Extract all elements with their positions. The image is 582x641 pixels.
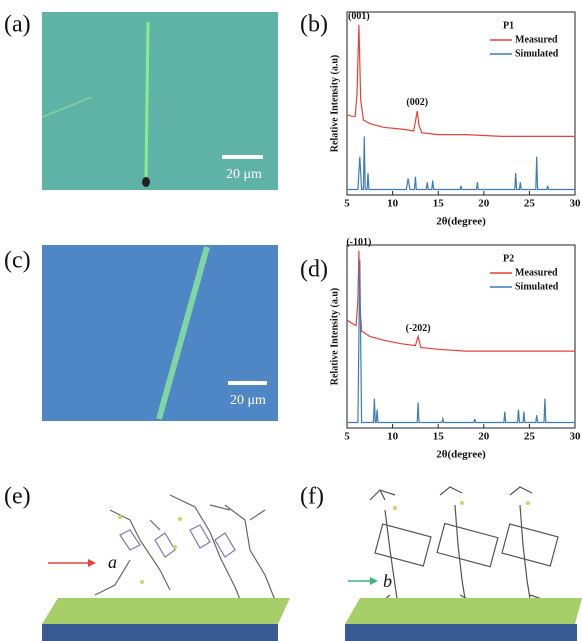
data-line [347, 259, 575, 424]
substrate-side [42, 624, 278, 641]
crystal-tip [142, 177, 150, 187]
panel-label: (b) [300, 12, 328, 38]
arrow-head [88, 559, 96, 567]
peak-label: (-202) [406, 323, 431, 334]
crystal [156, 246, 210, 420]
plot-frame [346, 244, 576, 429]
x-tick-label: 30 [570, 198, 582, 210]
x-tick-label: 25 [524, 431, 536, 443]
panel-label: (d) [300, 257, 328, 283]
peak-label: (001) [348, 11, 370, 22]
plot-frame [346, 11, 576, 196]
arrow-head [370, 577, 378, 585]
substrate-top [42, 598, 290, 624]
x-tick-label: 10 [387, 431, 399, 443]
panel-label: (c) [4, 248, 31, 274]
x-tick-label: 10 [387, 198, 399, 210]
legend-label: Simulated [515, 48, 559, 59]
axis-label: b [383, 571, 392, 591]
axis-label: a [108, 552, 117, 572]
x-tick-label: 15 [433, 431, 445, 443]
substrate-side [345, 624, 577, 641]
data-line [346, 24, 575, 137]
panel-label: (f) [300, 484, 324, 510]
x-tick-label: 5 [344, 431, 350, 443]
panel-label: (e) [4, 484, 31, 510]
scale-text: 20 μm [226, 167, 262, 182]
data-line [346, 250, 575, 352]
y-axis-label: Relative Intensity (a.u) [329, 288, 340, 386]
panel-label: (a) [4, 12, 31, 38]
x-axis-label: 2θ(degree) [436, 449, 486, 461]
x-tick-label: 20 [478, 198, 490, 210]
legend-title: P2 [503, 253, 514, 264]
x-tick-label: 30 [570, 431, 582, 443]
legend-label: Simulated [515, 281, 559, 292]
x-tick-label: 5 [344, 198, 350, 210]
molecules [94, 494, 276, 613]
molecules [369, 486, 559, 614]
crystal [41, 96, 93, 118]
legend-label: Measured [515, 34, 558, 45]
x-tick-label: 25 [524, 198, 536, 210]
x-tick-label: 20 [478, 431, 490, 443]
data-line [347, 136, 575, 191]
y-axis-label: Relative Intensity (a.u) [329, 55, 340, 153]
scale-text: 20 μm [230, 393, 266, 408]
legend-title: P1 [503, 20, 514, 31]
peak-label: (002) [406, 97, 428, 108]
micrograph [42, 12, 278, 190]
crystal [144, 21, 150, 181]
x-tick-label: 15 [433, 198, 445, 210]
micrograph [42, 245, 278, 421]
peak-label: (-101) [346, 237, 371, 248]
legend-label: Measured [515, 267, 558, 278]
x-axis-label: 2θ(degree) [436, 216, 486, 228]
substrate-top [345, 598, 582, 624]
